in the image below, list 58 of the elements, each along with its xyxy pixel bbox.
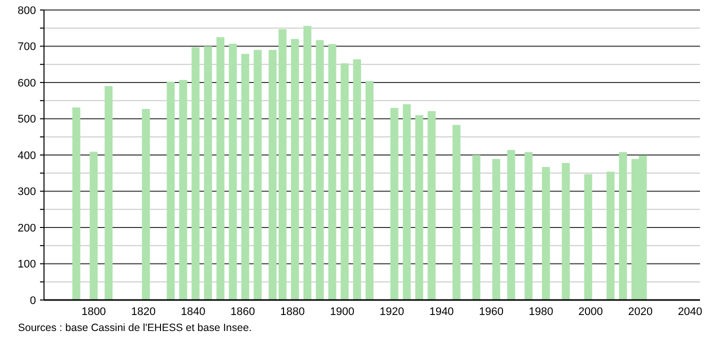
y-tick-label: 100 bbox=[18, 258, 36, 271]
source-note: Sources : base Cassini de l'EHESS et base Insee. bbox=[18, 322, 252, 334]
x-tick-label: 1960 bbox=[479, 306, 504, 318]
bar bbox=[507, 150, 516, 300]
x-tick-label: 1860 bbox=[230, 306, 256, 318]
bar bbox=[428, 111, 436, 300]
bar bbox=[390, 108, 398, 300]
bar bbox=[562, 162, 570, 300]
bar bbox=[584, 174, 592, 300]
bar bbox=[316, 40, 324, 300]
bar bbox=[606, 172, 615, 300]
y-tick-label: 400 bbox=[18, 150, 36, 162]
bar bbox=[402, 104, 411, 300]
y-tick-label: 0 bbox=[30, 294, 36, 307]
bar bbox=[72, 108, 80, 300]
bar bbox=[254, 50, 262, 300]
bar bbox=[278, 29, 287, 300]
bar bbox=[492, 158, 500, 300]
bar bbox=[415, 115, 424, 300]
bar bbox=[290, 39, 299, 300]
bar bbox=[268, 50, 277, 300]
x-tick-label: 1820 bbox=[131, 306, 156, 318]
x-tick-label: 1940 bbox=[429, 306, 454, 318]
bar bbox=[542, 166, 550, 300]
bar bbox=[452, 124, 460, 300]
bar bbox=[241, 54, 250, 300]
bar bbox=[228, 44, 237, 300]
bar bbox=[353, 59, 362, 300]
y-tick-label: 600 bbox=[18, 77, 36, 90]
y-tick-label: 200 bbox=[18, 222, 36, 234]
bar bbox=[524, 152, 533, 300]
bar bbox=[216, 37, 224, 300]
x-tick-label: 2040 bbox=[678, 306, 702, 318]
bar bbox=[340, 63, 349, 300]
x-tick-label: 1920 bbox=[380, 306, 404, 318]
y-tick-label: 800 bbox=[18, 4, 36, 17]
x-tick-label: 1800 bbox=[81, 306, 106, 318]
x-tick-label: 1980 bbox=[528, 306, 554, 318]
y-tick-label: 700 bbox=[18, 41, 36, 54]
x-tick-label: 2020 bbox=[628, 306, 653, 318]
x-tick-label: 1880 bbox=[280, 306, 305, 318]
bar bbox=[179, 80, 188, 300]
bar bbox=[366, 81, 374, 300]
bar bbox=[618, 152, 627, 300]
bar bbox=[204, 46, 212, 300]
bar bbox=[328, 44, 336, 300]
x-tick-label: 2000 bbox=[578, 306, 603, 318]
bar bbox=[90, 152, 98, 300]
bar bbox=[104, 86, 113, 300]
x-tick-label: 1840 bbox=[180, 306, 206, 318]
y-tick-label: 500 bbox=[18, 114, 36, 126]
y-tick-label: 300 bbox=[18, 186, 36, 198]
bar bbox=[472, 155, 480, 300]
bar bbox=[166, 82, 175, 300]
bar bbox=[303, 26, 312, 300]
bar bbox=[192, 47, 200, 300]
x-tick-label: 1900 bbox=[330, 306, 354, 318]
bar bbox=[142, 108, 150, 300]
